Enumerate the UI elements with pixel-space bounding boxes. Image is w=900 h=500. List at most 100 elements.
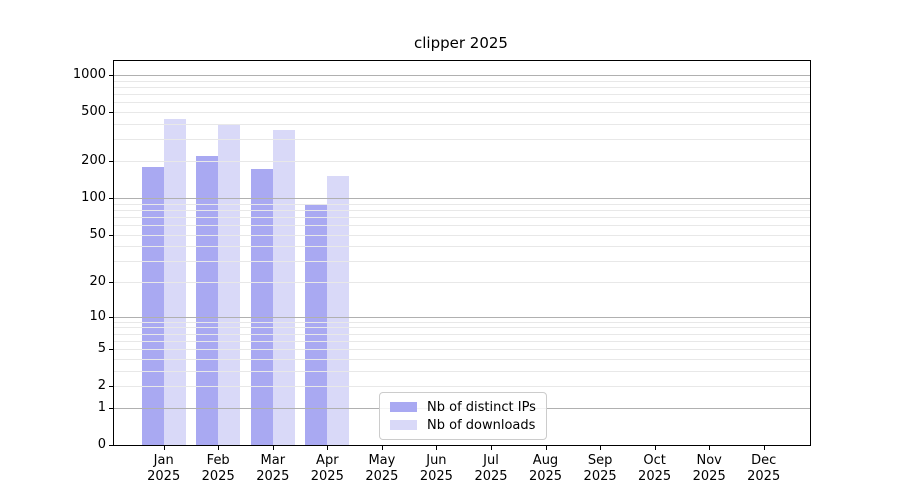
chart-title: clipper 2025 [414,34,508,52]
x-tick-label: Mar 2025 [241,453,305,485]
y-tick-mark [109,407,114,409]
x-tick-label: Feb 2025 [186,453,250,485]
y-tick-mark [109,316,114,318]
legend: Nb of distinct IPs Nb of downloads [379,392,547,440]
x-tick-label-line: Feb [206,453,230,468]
x-tick-label-line: Sep [587,453,613,468]
y-tick-label: 100 [81,189,106,205]
x-tick-label-line: Oct [643,453,666,468]
x-tick-label-line: Nov [696,453,722,468]
y-tick-label: 10 [89,308,106,324]
bar-series1-month2 [272,130,295,445]
y-tick-mark [109,234,114,236]
x-tick-label: May 2025 [350,453,414,485]
x-tick-label-line: 2025 [747,469,781,484]
y-tick-mark [109,161,114,162]
x-tick-label-line: 2025 [147,469,181,484]
x-tick-label-line: 2025 [692,469,726,484]
legend-label: Nb of downloads [427,417,536,433]
minor-gridline [114,261,810,263]
plot-area: 1000 500 200 100 50 20 10 5 2 1 0 Jan 2025 Feb 2025 Mar… [73,60,811,484]
x-tick-label-line: 2025 [201,469,235,484]
minor-gridline [114,161,810,162]
x-tick-label-line: Mar [260,453,286,468]
x-tick-label-line: 2025 [474,469,508,484]
x-tick-label-line: May [368,453,396,468]
bar-series0-month3 [305,204,328,445]
legend-swatch [390,420,417,430]
minor-gridline [114,112,810,114]
y-tick-label: 1000 [72,67,106,82]
y-tick-mark [109,197,114,199]
bar-series0-month1 [196,156,219,445]
y-tick-label: 500 [81,104,106,120]
bar-series1-month1 [218,125,241,445]
x-tick-label: Sep 2025 [568,453,632,485]
x-tick-label: Nov 2025 [677,453,741,485]
x-tick-mark [545,445,547,450]
x-tick-mark [381,445,383,450]
x-tick-mark [654,445,656,450]
bar-series0-month2 [250,169,273,445]
bar-series0-month0 [141,166,164,445]
x-tick-label-line: 2025 [365,469,399,484]
x-tick-label: Jan 2025 [132,453,196,485]
x-tick-label-line: 2025 [638,469,672,484]
y-tick-label: 0 [97,437,106,452]
major-gridline [114,75,810,76]
minor-gridline [114,124,810,125]
x-tick-label: Jul 2025 [459,453,523,485]
x-tick-label: Oct 2025 [623,453,687,485]
minor-gridline [114,370,810,372]
minor-gridline [114,139,810,141]
x-tick-label-line: Dec [751,453,777,468]
x-tick-mark [600,445,602,450]
y-tick-mark [109,75,114,76]
minor-gridline [114,386,810,388]
x-tick-label: Jun 2025 [404,453,468,485]
x-tick-label-line: Jul [483,453,499,468]
legend-item: Nb of downloads [390,416,536,434]
x-tick-label-line: 2025 [528,469,563,484]
minor-gridline [114,216,810,218]
major-gridline [114,316,810,318]
minor-gridline [114,203,810,205]
y-tick-mark [109,282,114,283]
minor-gridline [114,358,810,360]
x-tick-label-line: Jun [426,453,447,468]
x-tick-mark [709,445,711,450]
x-tick-label: Aug 2025 [514,453,578,485]
y-tick-label: 5 [97,341,106,357]
minor-gridline [114,87,810,88]
y-tick-label: 50 [89,226,106,242]
y-tick-mark [109,386,114,388]
y-tick-label: 20 [89,274,106,289]
legend-item: Nb of distinct IPs [390,398,536,416]
y-tick-mark [109,349,114,351]
x-tick-label-line: 2025 [419,469,453,484]
minor-gridline [114,94,810,96]
x-tick-mark [491,445,492,450]
x-tick-label-line: Jan [153,453,174,468]
bar-series1-month3 [327,176,350,445]
minor-gridline [114,282,810,283]
x-tick-label-line: 2025 [583,469,617,484]
x-tick-label-line: 2025 [310,469,344,484]
x-tick-label-line: Aug [532,453,559,468]
x-tick-label-line: Apr [316,453,339,468]
y-tick-mark [109,445,114,446]
x-tick-mark [272,445,274,450]
legend-label: Nb of distinct IPs [427,399,536,415]
minor-gridline [114,246,810,248]
major-gridline [114,197,810,199]
x-tick-label: Apr 2025 [295,453,359,485]
minor-gridline [114,340,810,342]
x-tick-label-line: 2025 [256,469,290,484]
minor-gridline [114,234,810,236]
minor-gridline [114,333,810,335]
y-tick-label: 200 [81,153,106,168]
x-tick-mark [436,445,438,450]
x-tick-mark [218,445,220,450]
y-tick-mark [109,112,114,114]
